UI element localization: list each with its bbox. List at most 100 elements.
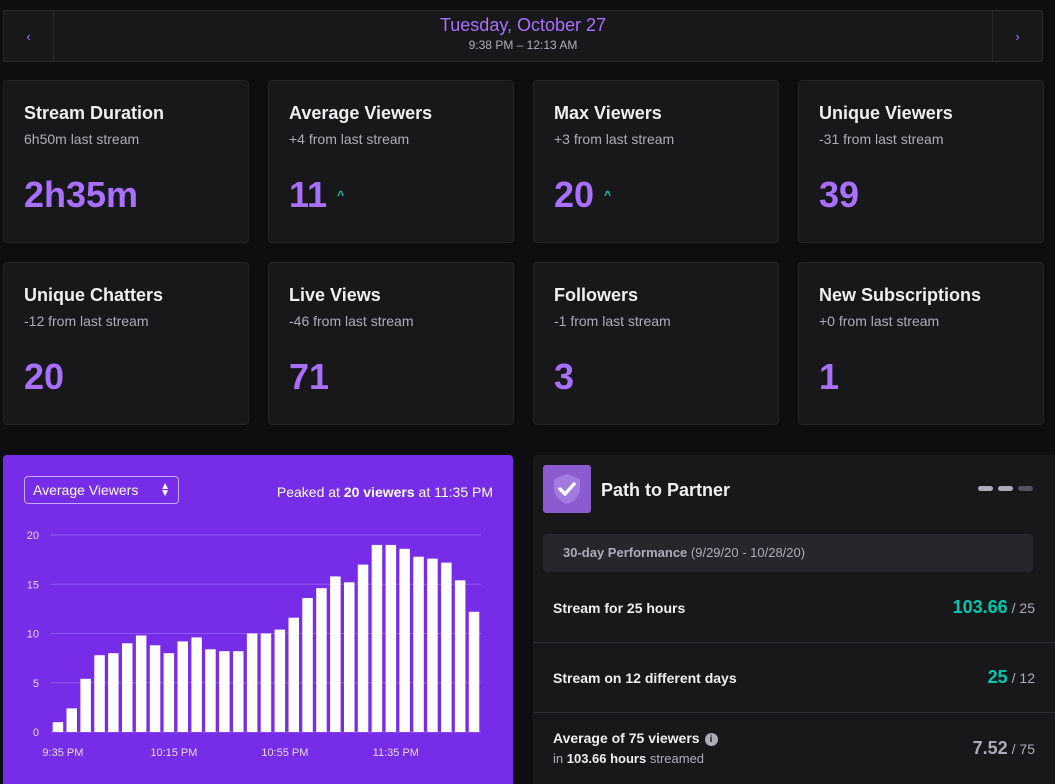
stat-value: 20 [554,174,595,215]
chart-bar[interactable] [205,649,216,732]
sub-suffix: streamed [646,751,705,766]
requirement-row: Average of 75 viewers i in 103.66 hours s… [533,713,1055,783]
stat-comparison: -1 from last stream [554,313,671,329]
stat-title: Stream Duration [24,103,165,123]
chart-bar[interactable] [330,576,341,732]
requirement-row: Stream on 12 different days 25/ 12 [533,643,1055,713]
requirement-target: / 12 [1011,670,1035,686]
requirement-value: 25 [987,667,1008,687]
select-arrows-icon: ▲ ▼ [160,481,170,499]
chart-bar[interactable] [122,643,133,732]
chart-bar[interactable] [94,655,105,732]
stat-comparison: +0 from last stream [819,313,940,329]
requirement-value: 103.66 [952,597,1008,617]
requirement-sublabel: in 103.66 hours streamed [553,751,718,766]
previous-stream-button[interactable]: ‹ [4,11,54,61]
stat-value-wrap: 20 ^ [554,174,758,216]
stat-value: 39 [819,174,860,215]
chart-bar[interactable] [427,558,438,732]
chart-bar[interactable] [80,678,91,732]
stat-value: 71 [289,356,330,397]
chart-bar[interactable] [288,617,300,732]
stream-date: Tuesday, October 27 [439,15,607,35]
chart-bar[interactable] [441,562,452,732]
stat-value-wrap: 1 [819,356,1023,398]
requirement-label-wrap: Average of 75 viewers i [553,730,718,746]
requirement-progress: 103.66/ 25 [953,597,1035,618]
requirement-label: Stream for 25 hours [553,599,686,616]
stat-card: New Subscriptions +0 from last stream 1 [798,262,1044,425]
metric-select-value: Average Viewers [33,482,139,498]
next-stream-button[interactable]: › [992,11,1042,61]
stat-value: 3 [554,356,575,397]
stat-value-wrap: 11 ^ [289,174,493,216]
stat-title: Live Views [289,285,381,305]
chart-bar[interactable] [468,611,480,732]
chart-bar[interactable] [52,722,64,732]
y-tick-label: 10 [27,629,39,641]
requirement-label: Average of 75 viewers [553,730,700,746]
stat-title: Max Viewers [554,103,662,123]
info-icon[interactable]: i [704,733,718,746]
stat-title: Followers [554,285,639,305]
path-to-partner-panel: Path to Partner 30-day Performance (9/29… [533,455,1055,784]
panel-title: Path to Partner [601,480,731,500]
peak-value: 20 viewers [343,484,415,500]
carousel-dot[interactable] [978,486,993,491]
chart-bar[interactable] [246,633,258,733]
chart-bar[interactable] [163,653,175,732]
carousel-dots[interactable] [978,486,1033,491]
requirement-label: Stream on 12 different days [553,669,737,686]
chart-bar[interactable] [191,637,202,732]
y-tick-label: 0 [33,727,39,739]
check-shield-icon [543,465,591,513]
stat-value-wrap: 20 [24,356,228,398]
chart-bar[interactable] [413,556,424,732]
requirement-target: / 75 [1011,740,1035,757]
y-tick-label: 15 [27,579,39,591]
chevron-right-icon: › [1015,28,1020,44]
stat-card: Average Viewers +4 from last stream 11 ^ [268,80,514,243]
carousel-dot[interactable] [1018,486,1033,491]
stat-value-wrap: 2h35m [24,174,228,216]
requirement-text: Average of 75 viewers i in 103.66 hours s… [553,730,718,766]
stat-value: 20 [24,356,65,397]
chart-bar[interactable] [219,651,230,732]
stream-time-range: 9:38 PM – 12:13 AM [468,38,578,52]
chart-bar[interactable] [135,635,147,733]
requirement-progress: 7.52/ 75 [973,738,1035,759]
viewers-bar-chart: 0 5 10 15 20 9:35 PM 10:15 PM 10:55 PM 11:35 PM [27,530,481,759]
date-header: Tuesday, October 27 9:38 PM – 12:13 AM [54,11,992,61]
chart-bar[interactable] [399,548,410,732]
chart-bar[interactable] [302,598,313,732]
chart-bar[interactable] [316,588,327,732]
stat-title: Unique Viewers [819,103,953,123]
performance-period: 30-day Performance (9/29/20 - 10/28/20) [543,534,1033,572]
stat-comparison: +4 from last stream [289,131,410,147]
chart-bar[interactable] [371,544,383,732]
chart-bar[interactable] [260,633,272,733]
requirement-row: Stream for 25 hours 103.66/ 25 [533,573,1055,643]
x-tick-label: 9:35 PM [42,747,83,759]
requirement-progress: 25/ 12 [988,667,1035,688]
metric-select[interactable]: Average Viewers ▲ ▼ [24,476,179,504]
sub-bold: 103.66 hours [566,751,647,766]
chart-bar[interactable] [108,653,119,732]
viewers-chart-panel: Average Viewers ▲ ▼ Peaked at 20 viewers … [3,455,513,784]
y-tick-label: 20 [27,530,39,542]
stat-comparison: -12 from last stream [24,313,149,329]
peak-suffix: at 11:35 PM [414,484,493,500]
chart-bar[interactable] [344,582,355,732]
stat-card: Followers -1 from last stream 3 [533,262,779,425]
stat-comparison: +3 from last stream [554,131,675,147]
chevron-left-icon: ‹ [26,28,31,44]
carousel-dot[interactable] [998,486,1013,491]
chart-bar[interactable] [454,580,466,732]
chart-bar[interactable] [149,645,161,732]
chart-bar[interactable] [233,651,244,732]
chart-bar[interactable] [66,708,78,732]
chart-bar[interactable] [177,641,189,732]
chart-bar[interactable] [385,544,397,732]
chart-bar[interactable] [274,629,286,732]
chart-bar[interactable] [357,564,369,732]
